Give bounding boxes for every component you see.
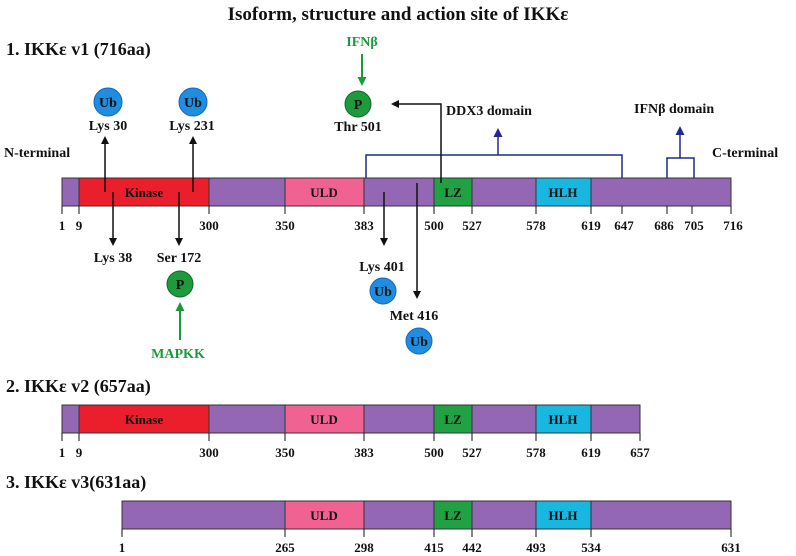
thr501-site: IFNβ P Thr 501 — [334, 35, 442, 183]
isoform-3-tick-label: 442 — [462, 540, 482, 555]
isoform-3-tick-label: 298 — [354, 540, 374, 555]
isoform-3-tick-label: 1 — [119, 540, 126, 555]
isoform-2-tick-label: 9 — [76, 445, 83, 460]
isoform-1-ticks — [61, 206, 732, 214]
isoform-3-bar: ULD LZ HLH — [121, 500, 732, 530]
isoform-1-tick-label: 350 — [275, 218, 295, 233]
ser172-site: Ser 172 P MAPKK — [151, 192, 205, 362]
isoform-2-label: 2. IKKε v2 (657aa) — [6, 376, 151, 397]
isoform-1-tick-label: 527 — [462, 218, 482, 233]
lys401-site: Lys 401 Ub — [359, 192, 405, 305]
lys38-label: Lys 38 — [94, 251, 133, 266]
isoform-1-tick-label: 500 — [424, 218, 444, 233]
isoform-3-uld-domain — [284, 500, 365, 530]
isoform-1-tick-label: 705 — [684, 218, 704, 233]
isoform-3-lz-domain — [433, 500, 473, 530]
isoform-2-tick-label: 578 — [526, 445, 546, 460]
isoform-3-lz-label: LZ — [444, 508, 462, 523]
lys231-label: Lys 231 — [169, 119, 215, 134]
isoform-3-tick-label: 493 — [526, 540, 546, 555]
isoform-2-tick-label: 619 — [581, 445, 601, 460]
isoform-3-hlh-domain — [535, 500, 592, 530]
isoform-2-tick-label: 350 — [275, 445, 295, 460]
isoform-2-tick-label: 300 — [199, 445, 219, 460]
isoform-1-kinase-domain — [78, 177, 210, 207]
lys38-site: Lys 38 — [94, 192, 133, 266]
ifnb-domain-bracket — [666, 126, 695, 178]
p-text: P — [176, 278, 185, 293]
isoform-1-tick-label: 647 — [614, 218, 634, 233]
isoform-1-tick-label: 619 — [581, 218, 601, 233]
isoform-2-tick-label: 527 — [462, 445, 482, 460]
isoform-1-tick-label: 578 — [526, 218, 546, 233]
ub-text: Ub — [374, 285, 392, 300]
isoform-3-tick-label: 265 — [275, 540, 295, 555]
ifnb-stimulus-label: IFNβ — [346, 35, 378, 50]
isoform-1-label: 1. IKKε v1 (716aa) — [6, 39, 151, 60]
mapkk-label: MAPKK — [151, 347, 205, 362]
isoform-1-tick-label: 1 — [59, 218, 66, 233]
isoform-1-lz-label: LZ — [444, 185, 462, 200]
lys231-site: Ub Lys 231 — [169, 87, 215, 192]
isoform-1-hlh-domain — [535, 177, 592, 207]
ub-circle — [178, 87, 208, 117]
isoform-3-backbone — [121, 500, 732, 530]
isoform-2-lz-domain — [433, 404, 473, 434]
isoform-2-tick-label: 657 — [630, 445, 650, 460]
isoform-2-ticks — [61, 433, 641, 441]
isoform-1-hlh-label: HLH — [549, 185, 578, 200]
met416-label: Met 416 — [390, 309, 439, 324]
isoform-3-hlh-label: HLH — [549, 508, 578, 523]
isoform-2-kinase-domain — [78, 404, 210, 434]
isoform-2-hlh-label: HLH — [549, 412, 578, 427]
diagram-title: Isoform, structure and action site of IK… — [228, 4, 569, 25]
isoform-1-tick-label: 383 — [354, 218, 374, 233]
isoform-3-ticks — [121, 529, 732, 537]
thr501-label: Thr 501 — [334, 120, 382, 135]
isoform-2-uld-label: ULD — [310, 412, 337, 427]
isoform-3-label: 3. IKKε v3(631aa) — [6, 472, 146, 493]
lys30-label: Lys 30 — [89, 119, 128, 134]
met416-site: Met 416 Ub — [390, 183, 439, 355]
isoform-2-kinase-label: Kinase — [125, 412, 164, 427]
isoform-2-lz-label: LZ — [444, 412, 462, 427]
isoform-2-uld-domain — [284, 404, 365, 434]
ddx3-domain-bracket — [365, 128, 623, 178]
isoform-1-kinase-label: Kinase — [125, 185, 164, 200]
isoform-3-tick-label: 631 — [721, 540, 741, 555]
isoform-1-tick-label: 686 — [654, 218, 674, 233]
ifnb-domain-label: IFNβ domain — [634, 102, 714, 117]
ub-circle — [93, 87, 123, 117]
ub-circle — [369, 277, 397, 305]
isoform-3-tick-label: 534 — [581, 540, 601, 555]
lys401-label: Lys 401 — [359, 260, 405, 275]
lys30-site: Ub Lys 30 — [89, 87, 128, 192]
isoform-1-uld-label: ULD — [310, 185, 337, 200]
p-circle — [166, 270, 194, 298]
isoform-2-tick-label: 500 — [424, 445, 444, 460]
isoform-1-uld-domain — [284, 177, 365, 207]
ddx3-domain-label: DDX3 domain — [446, 104, 532, 119]
isoform-3-tick-label: 415 — [424, 540, 444, 555]
p-circle — [344, 90, 372, 118]
p-text: P — [354, 98, 363, 113]
isoform-2-bar: Kinase ULD LZ HLH — [61, 404, 641, 434]
isoform-1-tick-label: 716 — [723, 218, 743, 233]
isoform-2-tick-label: 1 — [59, 445, 66, 460]
isoform-1-tick-label: 300 — [199, 218, 219, 233]
isoform-2-tick-label: 383 — [354, 445, 374, 460]
c-terminal-label: C-terminal — [712, 146, 778, 161]
isoform-1-tick-label: 9 — [76, 218, 83, 233]
ub-text: Ub — [410, 335, 428, 350]
isoform-3-uld-label: ULD — [310, 508, 337, 523]
n-terminal-label: N-terminal — [4, 146, 70, 161]
ub-circle — [405, 327, 433, 355]
isoform-2-hlh-domain — [535, 404, 592, 434]
ub-text: Ub — [184, 96, 202, 111]
isoform-1-bar: Kinase ULD LZ HLH — [61, 177, 732, 207]
ser172-label: Ser 172 — [157, 251, 201, 266]
ub-text: Ub — [99, 96, 117, 111]
